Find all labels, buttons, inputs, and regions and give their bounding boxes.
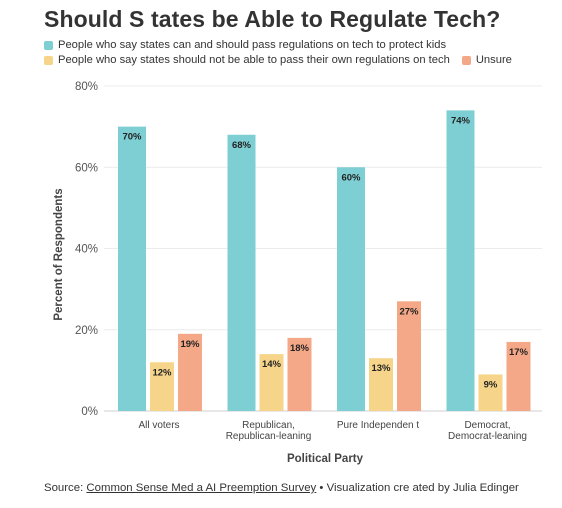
data-label: 70% xyxy=(122,132,142,143)
y-tick-label: 40% xyxy=(75,244,98,256)
legend-label-unsure: Unsure xyxy=(475,54,512,66)
x-tick-label: Pure Independen t xyxy=(337,420,420,431)
x-tick-label: Democrat-leaning xyxy=(448,431,527,442)
axis-layer: 0% 20% 40% 60% 80% All voters Republican,Repub… xyxy=(53,81,527,465)
data-label: 13% xyxy=(371,363,391,374)
bar xyxy=(178,333,202,411)
bar xyxy=(337,167,365,411)
x-tick-label: Democrat, xyxy=(464,420,510,431)
y-tick-label: 80% xyxy=(75,81,98,93)
bar xyxy=(150,362,174,411)
legend-swatch-unsure xyxy=(461,56,471,65)
source-note: Source: Common Sense Med a AI Preemption… xyxy=(44,482,519,494)
legend-item-oppose: People who say states should not be able… xyxy=(44,53,450,68)
legend-item-support: People who say states can and should pas… xyxy=(44,38,446,53)
bar xyxy=(259,354,284,411)
bar xyxy=(446,110,475,411)
legend-label-support: People who say states can and should pas… xyxy=(58,39,447,51)
data-label-layer: 70% 12% 19% 68% 14% 18% 60% 13% 27% 74% 9% 17% xyxy=(122,115,528,390)
bar-layer xyxy=(118,110,531,411)
source-prefix: Source: xyxy=(44,482,87,494)
bar xyxy=(397,301,421,411)
data-label: 74% xyxy=(451,115,471,126)
bar xyxy=(287,337,312,411)
bar xyxy=(118,126,146,411)
source-suffix: • Visualization cre ated by Julia Edinge… xyxy=(316,482,519,494)
x-axis-title: Political Party xyxy=(287,453,364,465)
bar xyxy=(227,134,256,411)
source-link[interactable]: Common Sense Med a AI Preemption Survey xyxy=(86,482,317,494)
bar xyxy=(478,374,503,411)
y-tick-label: 0% xyxy=(81,406,98,418)
y-tick-label: 20% xyxy=(75,325,98,337)
data-label: 9% xyxy=(484,379,498,390)
legend: People who say states can and should pas… xyxy=(44,38,554,68)
y-axis-title: Percent of Respondents xyxy=(53,188,65,320)
data-label: 27% xyxy=(399,306,419,317)
legend-label-oppose: People who say states should not be able… xyxy=(58,54,450,66)
legend-swatch-oppose xyxy=(44,56,53,65)
x-tick-label: Republican, xyxy=(242,420,295,431)
data-label: 68% xyxy=(232,140,252,151)
x-tick-label: Republican-leaning xyxy=(226,431,312,442)
chart-title: Should S tates be Able to Regulate Tech? xyxy=(44,6,501,32)
data-label: 17% xyxy=(509,347,529,358)
legend-row-1: People who say states can and should pas… xyxy=(44,38,554,53)
data-label: 60% xyxy=(341,172,361,183)
bar xyxy=(369,358,393,411)
data-label: 14% xyxy=(262,359,282,370)
legend-swatch-support xyxy=(44,41,53,50)
legend-item-unsure: Unsure xyxy=(461,53,512,68)
x-tick-label: All voters xyxy=(138,420,179,431)
y-tick-label: 60% xyxy=(75,162,98,174)
legend-row-2: People who say states should not be able… xyxy=(44,53,554,68)
data-label: 18% xyxy=(290,343,310,354)
bar xyxy=(506,341,531,411)
data-label: 19% xyxy=(180,339,200,350)
data-label: 12% xyxy=(152,367,172,378)
